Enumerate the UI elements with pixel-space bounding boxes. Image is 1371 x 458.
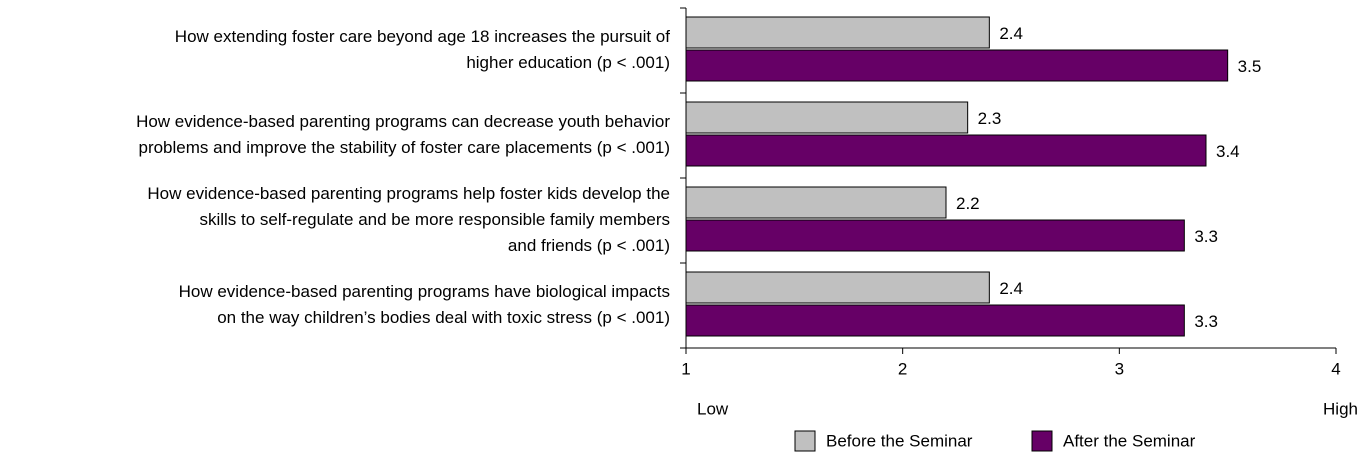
x-tick-label: 3 (1115, 359, 1124, 378)
category-label: How evidence-based parenting programs ca… (136, 112, 670, 131)
value-label: 3.3 (1194, 227, 1218, 246)
category-label: How extending foster care beyond age 18 … (175, 27, 670, 46)
legend-label: Before the Seminar (826, 431, 973, 450)
category-label: How evidence-based parenting programs ha… (179, 282, 670, 301)
bar (685, 271, 990, 304)
x-tick-label: 4 (1331, 359, 1340, 378)
bar (685, 134, 1207, 167)
value-label: 2.2 (956, 194, 980, 213)
category-label: skills to self-regulate and be more resp… (199, 210, 670, 229)
bar (685, 304, 1185, 337)
legend-label: After the Seminar (1063, 431, 1196, 450)
axis-end-label: Low (697, 399, 729, 418)
value-label: 2.4 (999, 279, 1023, 298)
bar (685, 219, 1185, 252)
value-label: 3.4 (1216, 142, 1240, 161)
bar (685, 101, 969, 134)
value-label: 2.4 (999, 24, 1023, 43)
bar (685, 16, 990, 49)
bar (685, 186, 947, 219)
category-label: higher education (p < .001) (466, 53, 670, 72)
value-label: 3.5 (1238, 57, 1262, 76)
category-label: and friends (p < .001) (508, 236, 670, 255)
category-label: How evidence-based parenting programs he… (147, 184, 670, 203)
legend-swatch (794, 430, 816, 452)
bar (685, 49, 1229, 82)
x-tick-label: 1 (681, 359, 690, 378)
value-label: 2.3 (978, 109, 1002, 128)
category-label: on the way children’s bodies deal with t… (217, 308, 670, 327)
axis-end-label: High (1323, 399, 1358, 418)
legend-swatch (1031, 430, 1053, 452)
category-label: problems and improve the stability of fo… (138, 138, 670, 157)
x-tick-label: 2 (898, 359, 907, 378)
value-label: 3.3 (1194, 312, 1218, 331)
